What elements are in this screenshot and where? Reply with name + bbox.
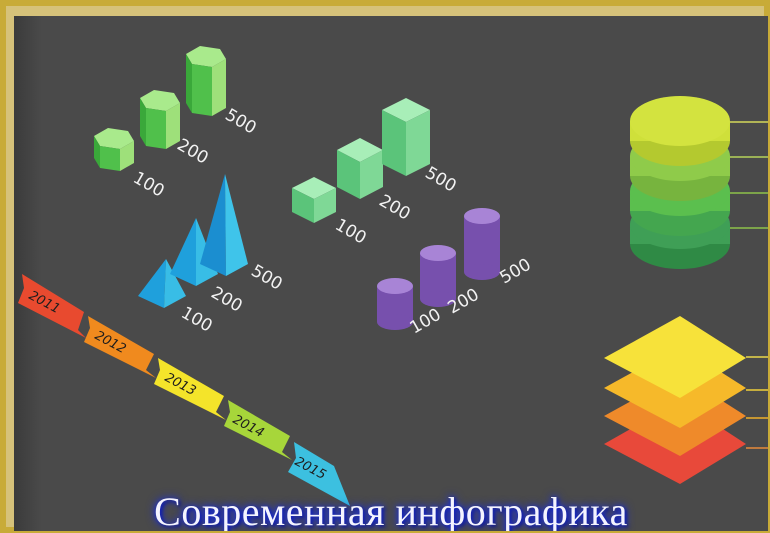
plate-1 [604, 316, 768, 398]
pyramid-label-500: 500 [248, 261, 286, 295]
hexagon-label-500: 500 [222, 105, 260, 139]
timeline-arrow-2011: 2011 [18, 274, 86, 338]
cube-small [292, 177, 336, 223]
pyramid-large [200, 174, 248, 276]
cylinder-medium [420, 245, 456, 307]
pyramid-label-100: 100 [178, 303, 216, 337]
cylinder-label-500: 500 [497, 255, 535, 289]
timeline: 2011 2012 2013 2014 2015 [18, 274, 350, 506]
plate-stack [604, 316, 768, 484]
cube-label-500: 500 [422, 163, 460, 197]
disc-stack [630, 96, 768, 269]
disc-1 [630, 96, 768, 166]
hexagon-prism-group: 100 200 500 [94, 46, 260, 202]
pyramid-group: 100 200 500 [138, 174, 286, 337]
infographic-panel: 100 200 500 [14, 16, 768, 531]
pyramid-small [138, 259, 186, 308]
timeline-arrow-2012: 2012 [84, 316, 156, 378]
pyramid-label-200: 200 [208, 283, 246, 317]
timeline-arrow-2013: 2013 [154, 358, 226, 420]
cube-large [382, 98, 430, 176]
cube-medium [337, 138, 383, 199]
page-title: Современная инфографика [154, 489, 628, 531]
hexagon-prism-medium [140, 90, 180, 149]
cube-label-200: 200 [376, 191, 414, 225]
cube-group: 100 200 500 [292, 98, 460, 249]
cylinder-large [464, 208, 500, 280]
cylinder-group: 100 200 500 [377, 208, 535, 338]
cube-label-100: 100 [332, 215, 370, 249]
hexagon-prism-large [186, 46, 226, 116]
hexagon-label-100: 100 [130, 168, 168, 202]
cylinder-small [377, 278, 413, 330]
hexagon-prism-small [94, 128, 134, 171]
timeline-arrow-2014: 2014 [224, 400, 292, 460]
infographic-canvas: 100 200 500 [18, 46, 768, 506]
